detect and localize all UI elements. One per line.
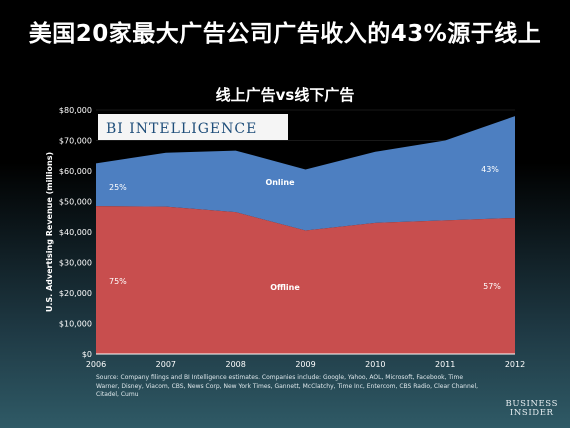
offline-series-label: Offline: [270, 283, 300, 292]
main-title: 美国20家最大广告公司广告收入的43%源于线上: [28, 21, 542, 47]
x-tick-label: 2012: [505, 360, 525, 369]
y-tick-label: $40,000: [59, 228, 92, 237]
x-tick-label: 2007: [156, 360, 176, 369]
watermark-text: BI INTELLIGENCE: [106, 121, 257, 137]
y-tick-label: $30,000: [59, 259, 92, 268]
offline-pct-start: 75%: [109, 277, 127, 286]
y-tick-label: $80,000: [59, 106, 92, 115]
axis-ticks: $0 $10,000 $20,000 $30,000 $40,000 $50,000 $60…: [59, 106, 525, 369]
y-tick-label: $60,000: [59, 167, 92, 176]
x-tick-label: 2011: [435, 360, 455, 369]
business-insider-logo: BUSINESS INSIDER: [505, 400, 558, 418]
bi-intelligence-watermark: BI INTELLIGENCE: [98, 114, 288, 140]
y-tick-label: $70,000: [59, 137, 92, 146]
source-note: Source: Company filings and BI Intellige…: [96, 374, 479, 398]
online-area: [96, 116, 515, 231]
online-pct-end: 43%: [481, 165, 499, 174]
chart-title: 线上广告vs线下广告: [215, 86, 355, 104]
offline-pct-end: 57%: [483, 282, 501, 291]
x-tick-label: 2008: [225, 360, 245, 369]
x-tick-label: 2010: [365, 360, 385, 369]
y-tick-label: $20,000: [59, 289, 92, 298]
online-pct-start: 25%: [109, 183, 127, 192]
x-tick-label: 2009: [295, 360, 315, 369]
y-tick-label: $50,000: [59, 198, 92, 207]
y-tick-label: $0: [82, 350, 92, 359]
y-tick-label: $10,000: [59, 320, 92, 329]
logo-line-1: BUSINESS: [505, 399, 558, 409]
offline-area: [96, 206, 515, 354]
x-tick-label: 2006: [86, 360, 106, 369]
logo-line-2: INSIDER: [509, 408, 554, 418]
y-axis-label: U.S. Advertising Revenue (millions): [45, 152, 54, 312]
online-series-label: Online: [265, 178, 295, 187]
